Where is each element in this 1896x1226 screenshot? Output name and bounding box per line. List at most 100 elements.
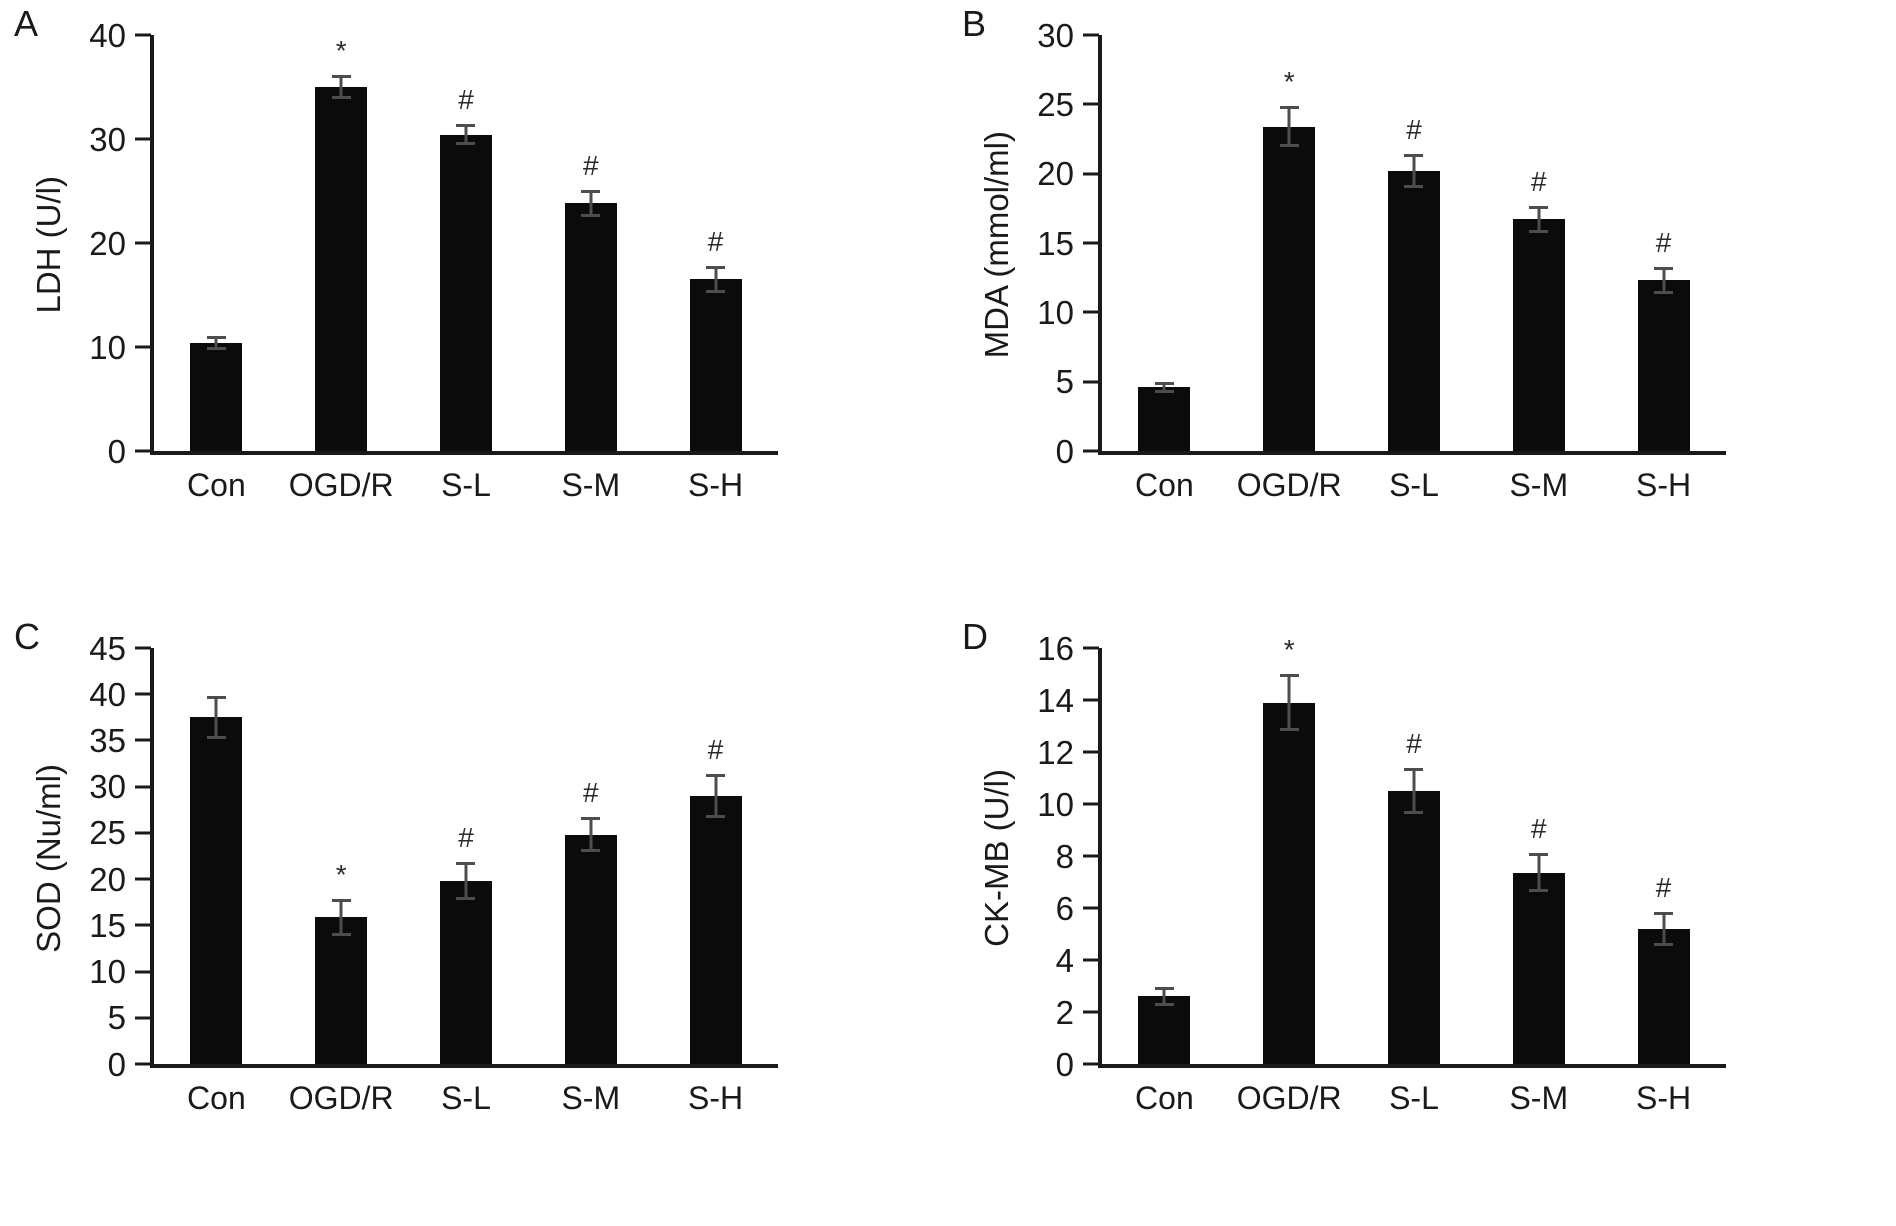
y-tick-mark: 30	[89, 770, 151, 803]
y-tick-mark: 10	[1037, 788, 1099, 821]
bar	[190, 342, 243, 451]
x-tick-label: OGD/R	[1236, 1080, 1342, 1116]
bar	[315, 917, 368, 1064]
x-tick-label: S-M	[1509, 1080, 1569, 1116]
error-bar	[1537, 853, 1541, 893]
y-tick-mark: 10	[89, 955, 151, 988]
significance-marker: *	[1283, 65, 1295, 97]
bar	[1387, 791, 1440, 1064]
y-axis-title-text: LDH (U/l)	[30, 176, 67, 314]
y-tick-label: 25	[1037, 85, 1074, 123]
bar	[1263, 702, 1316, 1064]
y-tick-mark: 15	[89, 909, 151, 942]
y-axis-title: CK-MB (U/l)	[974, 648, 1020, 1068]
panel-letter: C	[14, 616, 40, 657]
significance-marker: #	[1406, 114, 1422, 146]
y-tick-label: 0	[1055, 432, 1074, 470]
y-tick-label: 45	[89, 629, 126, 667]
y-tick-mark: 8	[1056, 840, 1099, 873]
bar-group: # S-L	[404, 35, 529, 503]
significance-marker: #	[1655, 226, 1672, 258]
error-bar	[589, 189, 593, 217]
y-tick-label: 40	[89, 16, 126, 54]
y-tick-label: 6	[1055, 889, 1074, 927]
significance-marker: #	[458, 84, 474, 116]
bar	[689, 279, 742, 451]
bar-group: Con	[154, 35, 279, 503]
x-tick-label: S-H	[1636, 467, 1692, 503]
significance-marker: *	[335, 34, 347, 66]
y-tick-mark: 0	[108, 435, 151, 468]
bar	[1138, 996, 1191, 1064]
bar-group: # S-L	[1352, 648, 1477, 1116]
error-bar	[1412, 154, 1416, 188]
bar-group: * OGD/R	[279, 34, 404, 503]
panel-a-ldh: A LDH (U/l) 0 10 20 30 40 Con * OGD/R # S-L # S-M # S…	[0, 0, 948, 613]
y-tick-mark: 40	[89, 678, 151, 711]
significance-marker: #	[582, 149, 599, 181]
x-tick-label: S-L	[441, 467, 491, 503]
y-tick-label: 20	[89, 860, 126, 898]
y-tick-label: 10	[89, 953, 126, 991]
y-tick-mark: 25	[89, 816, 151, 849]
y-tick-label: 10	[1037, 293, 1074, 331]
y-tick-mark: 5	[108, 1001, 151, 1034]
y-tick-label: 30	[89, 768, 126, 806]
y-tick-mark: 5	[1056, 365, 1099, 398]
bar	[1637, 280, 1690, 451]
y-tick-mark: 20	[89, 863, 151, 896]
y-tick-label: 14	[1037, 681, 1074, 719]
y-axis-title-text: MDA (mmol/ml)	[978, 131, 1015, 359]
bar-group: # S-H	[653, 35, 778, 503]
bar-group: * OGD/R	[1227, 636, 1352, 1117]
bars-container: Con * OGD/R # S-L # S-M # S-H	[154, 648, 778, 1116]
y-tick-mark: 12	[1037, 736, 1099, 769]
bar-group: # S-M	[528, 648, 653, 1116]
y-tick-label: 20	[1037, 155, 1074, 193]
bars-container: Con * OGD/R # S-L # S-M # S-H	[1102, 636, 1726, 1117]
x-tick-label: S-L	[1389, 1080, 1439, 1116]
y-tick-mark: 10	[89, 331, 151, 364]
bar-group: # S-H	[1601, 35, 1726, 503]
x-tick-label: S-L	[1389, 467, 1439, 503]
significance-marker: #	[1406, 727, 1422, 759]
y-tick-label: 40	[89, 675, 126, 713]
x-tick-label: OGD/R	[1236, 467, 1342, 503]
x-tick-label: Con	[1135, 1080, 1194, 1116]
significance-marker: *	[1283, 634, 1295, 665]
y-tick-mark: 25	[1037, 88, 1099, 121]
error-bar	[589, 817, 593, 853]
bar	[439, 880, 492, 1064]
y-tick-label: 20	[89, 224, 126, 262]
significance-marker: #	[707, 225, 724, 257]
y-tick-label: 12	[1037, 733, 1074, 771]
y-tick-mark: 0	[1056, 435, 1099, 468]
bar-group: # S-M	[1476, 35, 1601, 503]
bar	[564, 203, 617, 451]
y-tick-label: 10	[89, 328, 126, 366]
plot-area: 0 10 20 30 40 Con * OGD/R # S-L # S-M # S-H	[89, 19, 778, 503]
y-tick-mark: 14	[1037, 684, 1099, 717]
x-tick-label: S-H	[688, 1080, 744, 1116]
y-axis-title: LDH (U/l)	[26, 35, 72, 455]
y-tick-label: 16	[1037, 629, 1074, 667]
bar	[1138, 387, 1191, 451]
bar	[1637, 928, 1690, 1064]
error-bar	[714, 265, 718, 293]
panel-letter: B	[962, 3, 987, 44]
y-tick-mark: 35	[89, 724, 151, 757]
bar	[1387, 170, 1440, 451]
y-tick-mark: 16	[1037, 632, 1099, 665]
y-tick-label: 5	[107, 999, 126, 1037]
bar-group: Con	[154, 648, 279, 1116]
y-tick-mark: 20	[1037, 157, 1099, 190]
y-tick-label: 0	[1055, 1045, 1074, 1083]
bars-container: Con * OGD/R # S-L # S-M # S-H	[154, 34, 778, 503]
y-tick-label: 0	[107, 432, 126, 470]
y-tick-label: 2	[1055, 993, 1074, 1031]
error-bar	[1162, 987, 1166, 1006]
x-tick-label: S-M	[561, 467, 621, 503]
bar-group: # S-H	[1601, 648, 1726, 1116]
error-bar	[1537, 205, 1541, 234]
x-tick-label: OGD/R	[288, 467, 394, 503]
